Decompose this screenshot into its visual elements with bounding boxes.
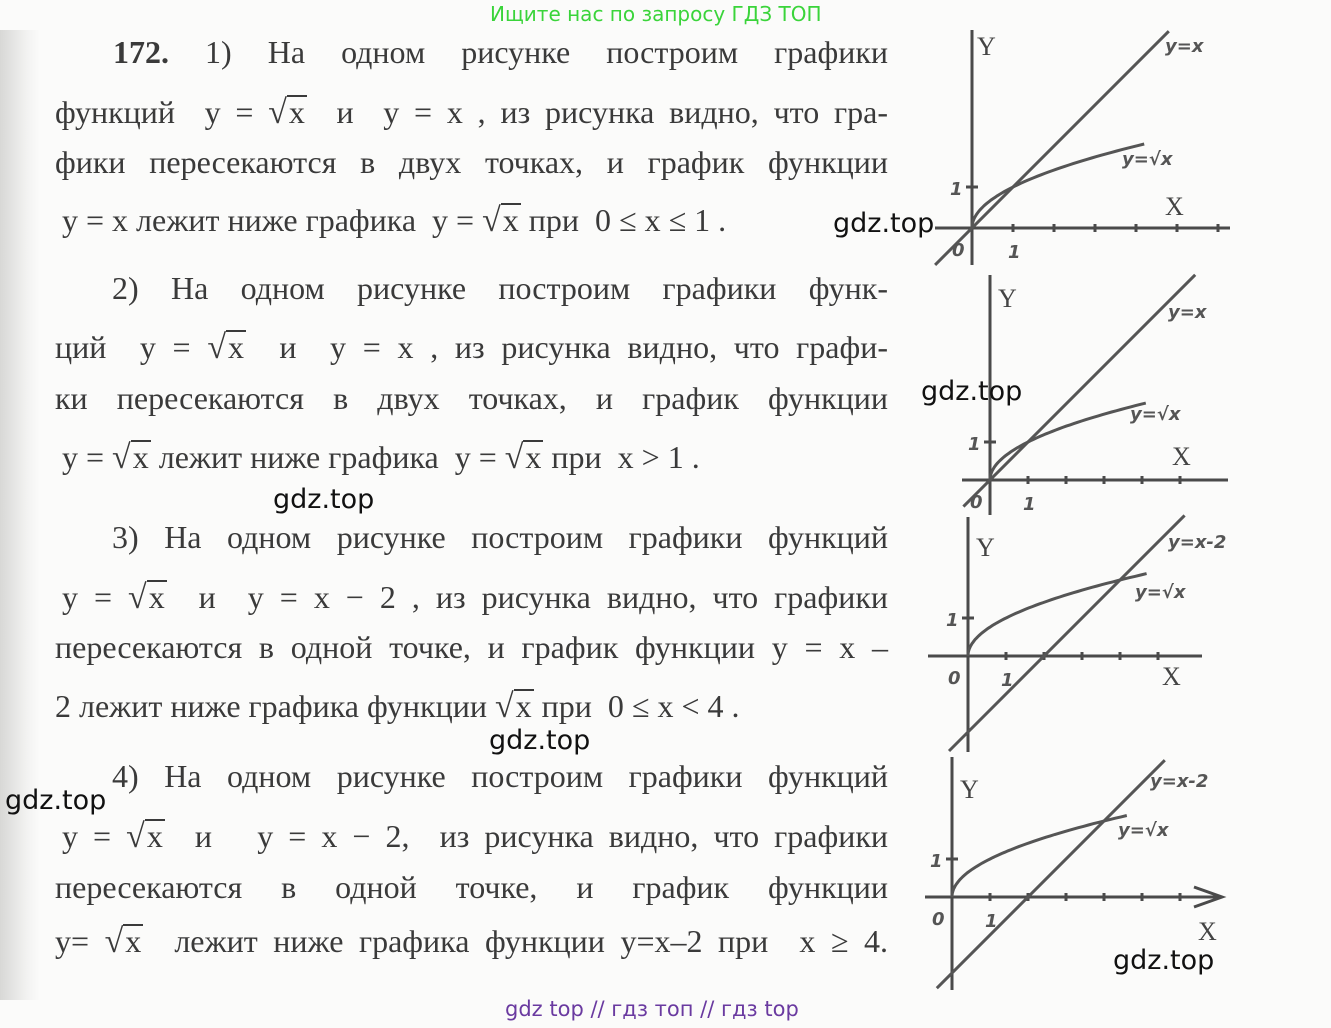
- y-tick-label: 1: [946, 610, 959, 631]
- square-root: √x: [482, 202, 521, 239]
- sqrt-function-curve: [970, 142, 1145, 228]
- linear-function-label: y=x-2: [1150, 771, 1208, 792]
- text-line: 2) На одном рисунке построим графики фун…: [112, 268, 888, 308]
- y-axis-label: Y: [977, 32, 996, 61]
- square-root: √x: [104, 923, 144, 960]
- linear-function-line: [935, 759, 1166, 990]
- problem-number: 172.: [113, 34, 169, 70]
- text-segment: y = x лежит ниже графика y =: [62, 202, 483, 238]
- sqrt-function-curve: [988, 401, 1147, 480]
- text-segment: 2) На одном рисунке построим графики фун…: [112, 270, 888, 306]
- watermark: gdz.top: [489, 725, 591, 756]
- y-tick-label: 1: [968, 434, 981, 455]
- square-root: √x: [128, 579, 167, 616]
- text-segment: 3) На одном рисунке построим графики фун…: [112, 519, 888, 555]
- text-segment: при 0 ≤ x ≤ 1 .: [520, 202, 727, 238]
- text-segment: y=: [55, 923, 105, 959]
- text-segment: функций y =: [55, 94, 269, 130]
- text-segment: пересекаются в одной точке, и график фун…: [55, 869, 888, 905]
- text-segment: и y = x , из рисунка видно, что графи-: [245, 329, 889, 365]
- text-segment: 4) На одном рисунке построим графики фун…: [112, 758, 888, 794]
- linear-function-line: [934, 30, 1170, 266]
- y-axis-label: Y: [976, 533, 995, 562]
- x-tick-label: 1: [1001, 670, 1014, 691]
- text-line: y= √x лежит ниже графика функции y=x–2 п…: [55, 921, 888, 961]
- square-root: √x: [112, 439, 151, 476]
- y-tick-label: 1: [950, 179, 963, 200]
- y-axis-label: Y: [998, 284, 1017, 313]
- watermark: gdz.top: [273, 484, 375, 515]
- y-axis-label: Y: [960, 775, 979, 804]
- text-line: ки пересекаются в двух точках, и график …: [55, 378, 888, 418]
- text-line: пересекаются в одной точке, и график фун…: [55, 867, 888, 907]
- x-tick-label: 1: [1023, 494, 1036, 515]
- x-axis-arrow: [1193, 885, 1227, 909]
- text-segment: пересекаются в одной точке, и график фун…: [55, 629, 888, 665]
- text-segment: ки пересекаются в двух точках, и график …: [55, 380, 888, 416]
- text-line: 3) На одном рисунке построим графики фун…: [112, 517, 888, 557]
- watermark: gdz.top: [921, 376, 1023, 407]
- text-segment: y =: [62, 818, 127, 854]
- text-segment: и y = x − 2 , из рисунка видно, что граф…: [166, 579, 889, 615]
- linear-function-label: y=x-2: [1168, 532, 1226, 553]
- origin-label: 0: [948, 668, 961, 689]
- square-root: √x: [207, 329, 246, 366]
- text-line: y = √x и y = x − 2, из рисунка видно, чт…: [62, 816, 888, 856]
- text-line: 172. 1) На одном рисунке построим график…: [113, 32, 888, 72]
- x-axis-label: X: [1172, 442, 1191, 471]
- watermark: gdz.top: [833, 208, 935, 239]
- watermark: gdz.top: [5, 785, 107, 816]
- origin-label: 0: [932, 909, 945, 930]
- text-segment: при 0 ≤ x < 4 .: [533, 688, 740, 724]
- sqrt-function-label: y=√x: [1135, 582, 1187, 603]
- text-segment: и y = x − 2, из рисунка видно, что графи…: [164, 818, 889, 854]
- sqrt-function-label: y=√x: [1118, 820, 1170, 841]
- text-line: ций y = √x и y = x , из рисунка видно, ч…: [55, 327, 888, 367]
- sqrt-function-label: y=√x: [1122, 149, 1174, 170]
- text-line: y = x лежит ниже графика y = √x при 0 ≤ …: [62, 200, 726, 240]
- sqrt-function-curve: [966, 572, 1147, 656]
- text-segment: лежит ниже графика y =: [150, 439, 505, 475]
- header-watermark: Ищите нас по запросу ГДЗ ТОП: [490, 2, 822, 26]
- linear-function-label: y=x: [1165, 36, 1205, 57]
- x-axis-label: X: [1162, 662, 1181, 691]
- text-segment: фики пересекаются в двух точках, и графи…: [55, 144, 888, 180]
- linear-function-label: y=x: [1168, 302, 1208, 323]
- text-line: функций y = √x и y = x , из рисунка видн…: [55, 92, 888, 132]
- text-line: пересекаются в одной точке, и график фун…: [55, 627, 888, 667]
- y-tick-label: 1: [930, 851, 943, 872]
- sqrt-function-curve: [950, 814, 1128, 897]
- x-tick-label: 1: [1008, 242, 1021, 263]
- text-segment: ций y =: [55, 329, 208, 365]
- text-line: фики пересекаются в двух точках, и графи…: [55, 142, 888, 182]
- footer-watermark: gdz top // гдз топ // гдз top: [505, 997, 799, 1021]
- origin-label: 0: [970, 492, 983, 513]
- text-segment: y =: [62, 439, 113, 475]
- text-line: 4) На одном рисунке построим графики фун…: [112, 756, 888, 796]
- text-segment: 2 лежит ниже графика функции: [55, 688, 495, 724]
- page-edge-shadow: [0, 30, 40, 1000]
- text-line: y = √x и y = x − 2 , из рисунка видно, ч…: [62, 577, 888, 617]
- square-root: √x: [504, 439, 544, 476]
- x-axis-label: X: [1198, 917, 1217, 946]
- text-segment: 1) На одном рисунке построим графики: [169, 34, 888, 70]
- sqrt-function-label: y=√x: [1130, 404, 1182, 425]
- text-segment: при x > 1 .: [543, 439, 700, 475]
- square-root: √x: [494, 688, 534, 725]
- watermark: gdz.top: [1113, 945, 1215, 976]
- x-axis-label: X: [1165, 192, 1184, 221]
- square-root: √x: [126, 818, 165, 855]
- linear-function-line: [947, 514, 1186, 753]
- text-segment: лежит ниже графика функции y=x–2 при x ≥…: [143, 923, 889, 959]
- x-tick-label: 1: [985, 911, 998, 932]
- text-line: y = √x лежит ниже графика y = √x при x >…: [62, 437, 700, 477]
- text-line: 2 лежит ниже графика функции √x при 0 ≤ …: [55, 686, 740, 726]
- linear-function-line: [962, 273, 1197, 508]
- text-segment: y =: [62, 579, 129, 615]
- text-segment: и y = x , из рисунка видно, что гра-: [306, 94, 889, 130]
- origin-label: 0: [952, 240, 965, 261]
- square-root: √x: [268, 94, 307, 131]
